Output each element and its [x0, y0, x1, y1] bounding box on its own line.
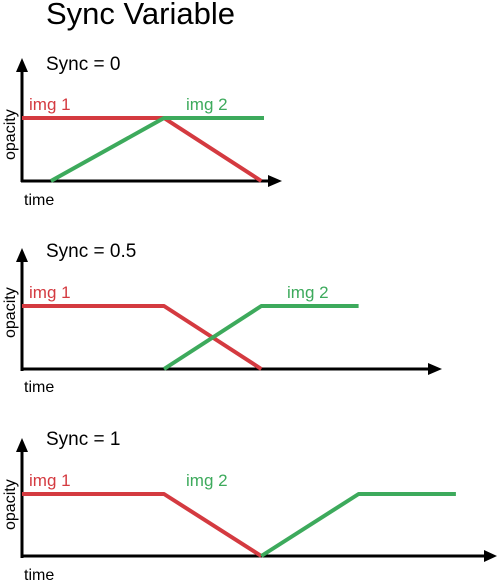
y-axis-label: opacity [2, 287, 19, 338]
sync-label: Sync = 0 [46, 54, 120, 75]
x-axis-arrow [428, 363, 442, 375]
y-axis-arrow [16, 58, 28, 72]
y-axis-arrow [16, 438, 28, 452]
img1-line [22, 304, 263, 371]
img1-label: img 1 [29, 95, 71, 114]
x-axis-label: time [24, 567, 54, 582]
panel-sync-1: Sync = 1 time opacity img 1 img 2 [2, 429, 497, 582]
y-axis-arrow [16, 248, 28, 262]
img2-line [260, 492, 456, 558]
sync-label: Sync = 0.5 [46, 241, 136, 262]
img2-label: img 2 [287, 283, 329, 302]
page-title: Sync Variable [46, 0, 235, 31]
img1-label: img 1 [29, 471, 71, 490]
img2-label: img 2 [186, 471, 228, 490]
sync-label: Sync = 1 [46, 429, 120, 450]
x-axis-arrow [268, 175, 282, 187]
x-axis-label: time [24, 192, 54, 209]
img2-line [49, 116, 264, 183]
img1-line [22, 492, 263, 558]
img2-line [162, 304, 359, 371]
panel-sync-0: Sync = 0 time opacity img 1 img 2 [2, 54, 282, 209]
img1-line [22, 116, 263, 183]
panel-sync-0-5: Sync = 0.5 time opacity img 1 img 2 [2, 241, 442, 396]
x-axis-arrow [484, 550, 497, 562]
y-axis-label: opacity [2, 479, 19, 530]
img2-label: img 2 [186, 95, 228, 114]
y-axis-label: opacity [2, 109, 19, 160]
img1-label: img 1 [29, 283, 71, 302]
x-axis-label: time [24, 379, 54, 396]
